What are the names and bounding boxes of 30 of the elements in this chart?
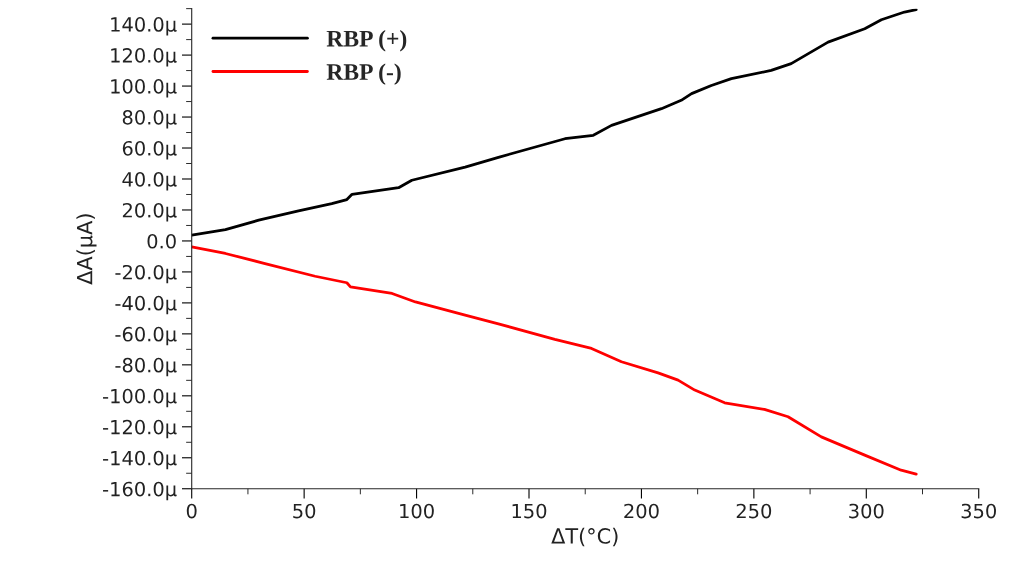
y-tick-label: 60.0μ — [122, 140, 177, 160]
y-tick-label: -160.0μ — [103, 481, 177, 501]
y-tick-label: -20.0μ — [115, 264, 177, 284]
x-tick-label: 0 — [186, 503, 197, 519]
x-tick-label: 300 — [849, 503, 884, 519]
y-tick-label: -40.0μ — [115, 295, 177, 315]
y-tick-label: 120.0μ — [111, 48, 177, 67]
y-tick-label: 100.0μ — [111, 79, 177, 98]
y-tick-label: 20.0μ — [122, 202, 177, 222]
y-tick-label: -120.0μ — [103, 419, 177, 439]
y-tick-label: -100.0μ — [103, 388, 177, 408]
x-tick-label: 250 — [736, 503, 772, 519]
y-tick-label: 140.0μ — [111, 17, 177, 36]
y-tick-label: 40.0μ — [122, 171, 177, 191]
line-series — [191, 8, 918, 237]
line-series — [191, 245, 918, 476]
x-tick-label: 100 — [400, 503, 434, 519]
x-tick-label: 350 — [961, 503, 996, 519]
y-tick-label: -140.0μ — [103, 450, 177, 470]
legend-label: RBP (-) — [326, 63, 401, 85]
y-tick-label: -80.0μ — [115, 357, 177, 377]
y-tick-label: 0.0 — [147, 233, 176, 249]
x-axis-title: ΔT(°C) — [551, 527, 618, 547]
y-tick-label: -60.0μ — [115, 326, 177, 346]
x-tick-label: 150 — [512, 503, 547, 519]
x-tick-label: 200 — [624, 503, 659, 519]
x-tick-label: 50 — [293, 503, 316, 519]
y-axis-title: ΔA(μA) — [76, 214, 97, 285]
legend-label: RBP (+) — [326, 30, 407, 52]
y-tick-label: 80.0μ — [122, 110, 177, 129]
